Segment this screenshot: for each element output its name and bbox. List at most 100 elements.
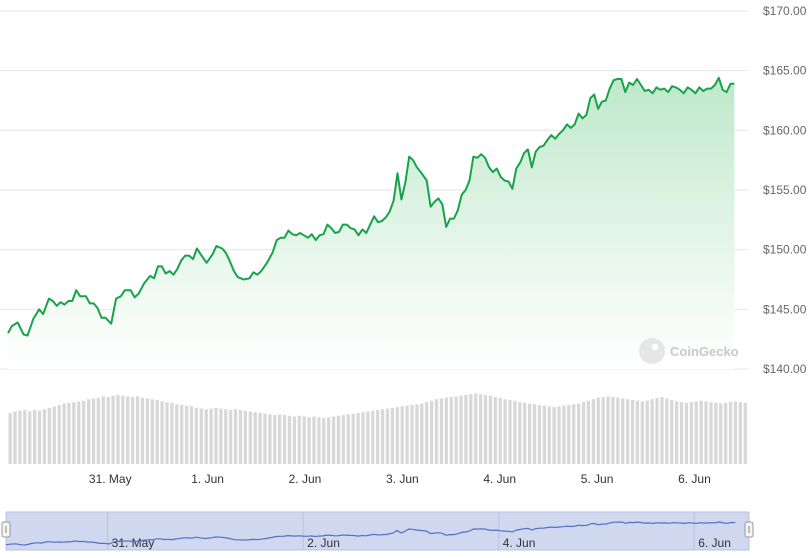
volume-bar: [616, 397, 620, 464]
volume-bar: [238, 410, 243, 464]
volume-bar: [572, 404, 576, 464]
volume-bar: [180, 404, 184, 464]
x-tick-label: 3. Jun: [386, 472, 419, 486]
volume-bar: [219, 408, 223, 464]
x-tick-label: 31. May: [89, 472, 132, 486]
volume-bar: [689, 402, 693, 464]
volume-bar: [96, 397, 101, 464]
x-tick-label: 2. Jun: [289, 472, 322, 486]
volume-bar: [449, 397, 453, 464]
volume-bar: [694, 401, 698, 464]
volume-bar: [630, 399, 635, 464]
volume-bar: [155, 399, 159, 464]
volume-bar: [527, 403, 532, 464]
volume-bar: [660, 397, 664, 464]
volume-bar: [547, 406, 551, 464]
volume-bar: [86, 399, 91, 464]
range-navigator[interactable]: 31. May 2. Jun 4. Jun 6. Jun: [1, 511, 754, 551]
volume-bar: [52, 406, 56, 464]
volume-bar: [483, 394, 488, 464]
volume-bar: [8, 412, 12, 464]
volume-bar: [366, 411, 370, 464]
y-tick-label: $140.00: [763, 362, 807, 376]
volume-bar: [336, 415, 341, 464]
volume-bar: [611, 397, 615, 464]
volume-bar: [57, 404, 61, 464]
volume-bar: [596, 397, 600, 464]
volume-bar: [150, 399, 154, 464]
volume-bar: [474, 393, 478, 464]
volume-bar: [714, 402, 718, 464]
volume-bar: [493, 397, 497, 464]
volume-bar: [420, 403, 424, 464]
y-tick-label: $155.00: [763, 183, 807, 197]
volume-bar: [429, 400, 434, 464]
volume-bar: [116, 394, 120, 464]
volume-bar: [557, 406, 561, 464]
volume-bar: [576, 403, 581, 464]
volume-bar: [699, 400, 703, 464]
volume-bar: [684, 402, 689, 464]
volume-bar: [704, 401, 708, 464]
volume-bar: [67, 402, 71, 464]
volume-bar: [635, 400, 640, 464]
volume-bar: [111, 395, 115, 464]
volume-bar: [444, 397, 448, 464]
volume-bar: [670, 399, 674, 464]
volume-bar: [425, 402, 429, 464]
volume-bar: [233, 409, 238, 464]
volume-bar: [581, 402, 586, 464]
y-tick-label: $160.00: [763, 123, 807, 137]
volume-bar: [72, 402, 76, 464]
gecko-logo-eye-icon: [651, 343, 659, 351]
volume-bar: [478, 394, 483, 464]
volume-bar: [175, 404, 179, 464]
volume-bar: [302, 416, 306, 464]
volume-bar: [135, 396, 140, 464]
volume-bar: [140, 397, 145, 464]
volume-bar: [253, 412, 257, 464]
volume-bar: [410, 404, 414, 464]
volume-bar: [459, 395, 463, 464]
volume-bar: [719, 403, 723, 464]
volume-bar: [674, 401, 679, 464]
volume-bar: [621, 398, 625, 464]
volume-bar: [376, 410, 380, 464]
volume-bar: [513, 400, 517, 464]
volume-bar: [199, 408, 203, 464]
volume-bar: [586, 400, 591, 464]
volume-bar: [189, 406, 194, 464]
volume-bar: [18, 410, 22, 464]
x-tick-label: 1. Jun: [191, 472, 224, 486]
volume-bar: [273, 415, 277, 464]
volume-bar: [204, 409, 208, 464]
volume-bar: [297, 415, 301, 464]
navigator-tick-label: 6. Jun: [698, 536, 731, 550]
gecko-logo-icon: [639, 338, 665, 364]
volume-bar: [327, 417, 331, 464]
volume-bar: [503, 399, 507, 464]
volume-bar: [243, 410, 248, 464]
volume-bar: [287, 415, 292, 464]
volume-bar: [395, 407, 399, 464]
volume-bar: [346, 414, 350, 464]
volume-bar: [665, 398, 669, 464]
volume-bar: [160, 401, 164, 464]
watermark-text: CoinGecko: [670, 344, 739, 359]
volume-bar: [601, 397, 605, 464]
volume-bar: [400, 406, 404, 464]
volume-bar: [170, 402, 174, 464]
volume-bar: [645, 400, 649, 464]
volume-bar: [625, 399, 630, 464]
volume-bar: [268, 414, 272, 464]
volume-bar: [532, 404, 537, 464]
volume-bar: [650, 399, 654, 464]
volume-bar: [145, 398, 150, 464]
volume-bar: [591, 399, 595, 464]
volume-bar: [728, 402, 733, 464]
volume-bar: [331, 416, 336, 464]
volume-bar: [385, 408, 390, 464]
volume-bar: [464, 394, 468, 464]
